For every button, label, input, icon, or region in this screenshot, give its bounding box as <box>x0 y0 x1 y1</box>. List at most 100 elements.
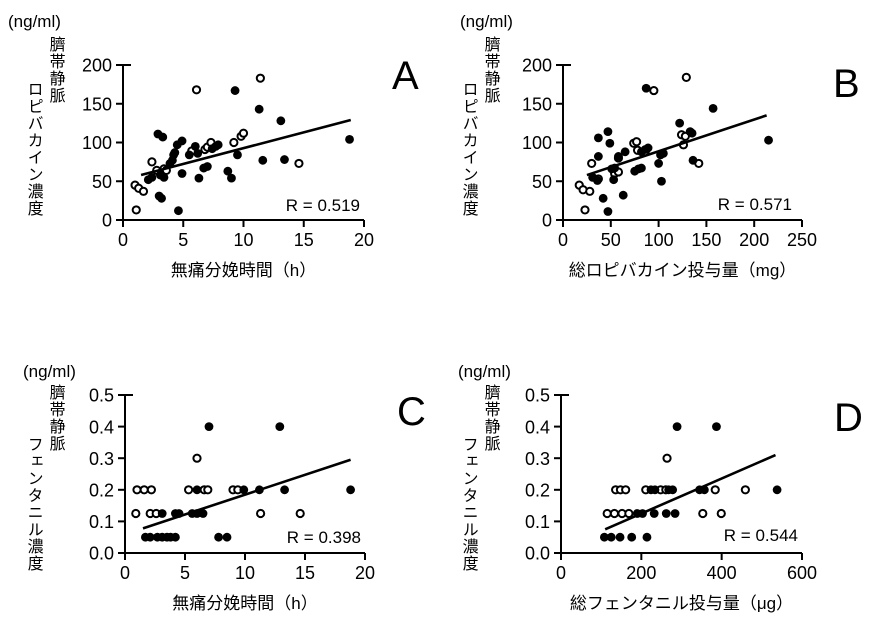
data-point-filled <box>688 155 698 165</box>
data-point-filled <box>280 485 289 495</box>
x-tick-label: 0 <box>556 563 566 583</box>
x-tick-label: 10 <box>235 563 255 583</box>
correlation-label: R = 0.544 <box>723 526 798 545</box>
data-point-filled <box>158 132 168 142</box>
x-tick-label: 20 <box>354 230 374 250</box>
y-tick-label: 100 <box>522 133 552 153</box>
data-point-filled <box>627 532 637 542</box>
data-point-filled <box>222 532 232 542</box>
regression-line <box>586 114 768 177</box>
data-point-open <box>587 158 597 169</box>
panel-letter: B <box>833 62 860 106</box>
data-point-filled <box>603 207 613 216</box>
data-point-open <box>147 157 157 167</box>
data-point-filled <box>190 141 200 151</box>
y-tick-label: 0.1 <box>525 512 550 532</box>
data-point-filled <box>636 163 646 173</box>
data-point-open <box>585 186 595 196</box>
y-tick-label: 0.2 <box>89 480 114 500</box>
y-axis-label-line1: 臍帯静脈 <box>481 36 499 104</box>
y-tick-label: 0.4 <box>89 417 114 437</box>
data-point-filled <box>605 138 615 148</box>
data-point-filled <box>593 176 602 185</box>
data-point-filled <box>239 485 249 495</box>
data-point-open <box>191 85 202 95</box>
data-point-open <box>131 205 141 215</box>
data-point-filled <box>670 509 680 518</box>
data-point-filled <box>609 175 619 185</box>
data-point-filled <box>620 147 630 157</box>
panel-D: 0.0 0.1 0.2 0.3 0.4 0.5 0 200 400 600 (ng/ml) 臍帯静… <box>435 310 870 620</box>
data-point-filled <box>675 118 685 128</box>
y-tick-label: 0.5 <box>525 386 550 406</box>
data-point-filled <box>657 176 666 186</box>
y-tick-label: 200 <box>522 56 552 76</box>
x-tick-label: 250 <box>787 230 817 250</box>
data-point-open <box>580 205 590 215</box>
data-point-filled <box>764 135 773 145</box>
x-tick-label: 0 <box>120 563 130 583</box>
data-point-filled <box>227 173 236 183</box>
data-point-open <box>138 186 149 196</box>
data-point-open <box>255 73 265 83</box>
data-point-filled <box>192 485 202 495</box>
correlation-label: R = 0.571 <box>717 195 792 214</box>
y-tick-label: 200 <box>82 56 112 76</box>
y-tick-label: 150 <box>522 94 552 114</box>
regression-line <box>140 118 352 177</box>
data-point-open <box>609 508 620 519</box>
panel-C: 0.0 0.1 0.2 0.3 0.4 0.5 0 5 10 15 20 (ng/ml) 臍帯静脈 … <box>0 310 435 620</box>
x-tick-label: 200 <box>739 230 769 250</box>
y-axis-unit: (ng/ml) <box>460 12 513 31</box>
scatter-plot-B: 0 50 100 150 200 0 50 100 150 200 250 <box>522 56 817 250</box>
scatter-plot-A: 0 50 100 150 200 0 5 10 15 20 <box>82 56 374 250</box>
scatter-plot-D: 0.0 0.1 0.2 0.3 0.4 0.5 0 200 400 600 <box>525 386 817 583</box>
data-point-filled <box>230 86 240 95</box>
data-point-filled <box>174 206 183 216</box>
data-point-filled <box>641 83 651 93</box>
data-point-open <box>662 453 672 463</box>
data-point-filled <box>276 116 286 126</box>
y-tick-label: 0.3 <box>89 449 114 469</box>
data-point-open <box>192 453 202 463</box>
data-point-filled <box>213 140 223 150</box>
x-tick-label: 0 <box>118 230 128 250</box>
y-tick-label: 0.5 <box>89 386 114 406</box>
y-tick-label: 0.2 <box>525 480 550 500</box>
panel-letter: D <box>834 396 863 440</box>
x-axis-title: 総フェンタニル投与量（μg） <box>569 594 794 613</box>
data-point-open <box>146 485 156 495</box>
data-point-filled <box>606 532 616 542</box>
data-point-filled <box>712 422 721 431</box>
y-tick-label: 50 <box>532 172 552 192</box>
y-axis-label-line2: フェンタニル濃度 <box>459 436 477 572</box>
y-tick-label: 0.3 <box>525 449 550 469</box>
x-tick-label: 150 <box>691 230 721 250</box>
data-point-filled <box>642 532 652 542</box>
data-point-filled <box>593 133 603 143</box>
y-axis-label-line1: 臍帯静脈 <box>481 384 499 452</box>
x-tick-label: 0 <box>558 230 568 250</box>
data-point-filled <box>654 159 663 168</box>
y-axis-label-line2: ロピバカイン濃度 <box>459 81 477 217</box>
y-tick-label: 100 <box>82 133 112 153</box>
y-axis-unit: (ng/ml) <box>458 362 511 381</box>
data-point-filled <box>687 128 697 138</box>
data-point-filled <box>157 509 167 518</box>
correlation-label: R = 0.519 <box>285 196 360 215</box>
y-axis-unit: (ng/ml) <box>23 362 76 381</box>
y-tick-label: 0.1 <box>89 512 114 532</box>
data-point-filled <box>171 532 180 542</box>
data-point-filled <box>772 485 782 495</box>
data-point-filled <box>202 162 212 171</box>
data-point-filled <box>345 135 354 144</box>
data-point-filled <box>280 155 289 164</box>
data-point-open <box>698 508 708 519</box>
x-tick-label: 600 <box>787 563 817 583</box>
y-tick-label: 150 <box>82 94 112 114</box>
data-point-open <box>132 485 142 495</box>
y-tick-label: 50 <box>92 172 112 192</box>
y-tick-label: 0 <box>102 211 112 231</box>
x-tick-label: 15 <box>294 230 314 250</box>
data-point-open <box>624 508 634 519</box>
